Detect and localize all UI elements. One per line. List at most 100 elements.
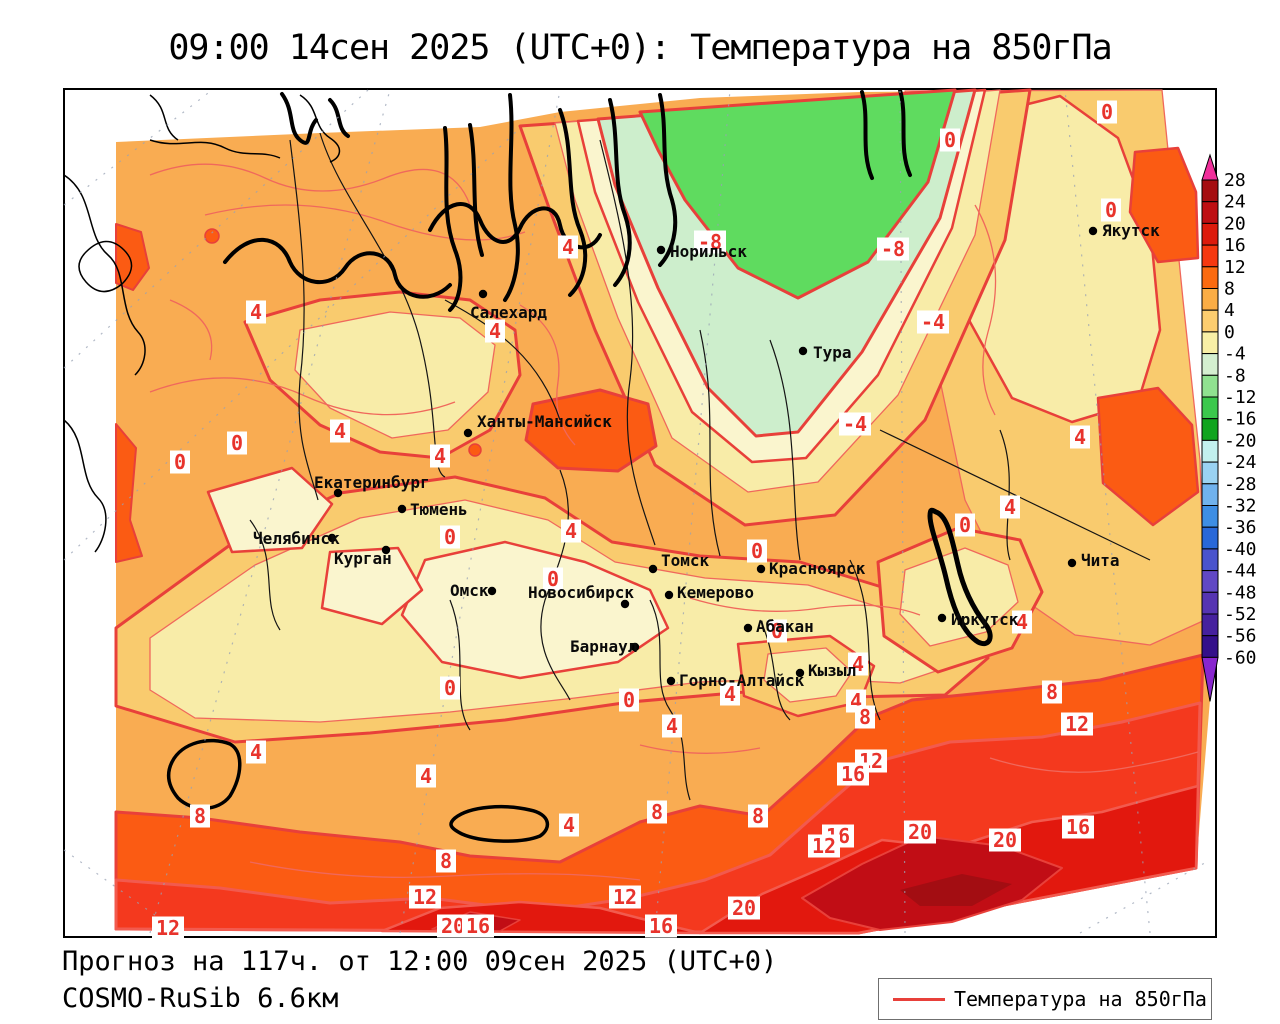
svg-text:-4: -4 (843, 412, 867, 436)
colorbar-tick-label: -16 (1224, 409, 1257, 430)
contour-label: 0 (170, 450, 190, 474)
colorbar-tick-label: 4 (1224, 300, 1235, 321)
colorbar-tick-label: -8 (1224, 365, 1246, 386)
city-marker-Тюмень (398, 505, 406, 513)
contour-label: 0 (1101, 198, 1121, 222)
contour-label: 0 (940, 128, 960, 152)
contour-label: -4 (917, 310, 949, 334)
colorbar-cell (1202, 592, 1218, 614)
svg-text:12: 12 (413, 885, 437, 909)
contour-label: 12 (409, 885, 441, 909)
colorbar-tick-label: -56 (1224, 626, 1257, 647)
svg-text:4: 4 (666, 714, 678, 738)
colorbar-tick-label: -12 (1224, 387, 1257, 408)
contour-label: 4 (330, 419, 350, 443)
city-label: Томск (661, 551, 710, 570)
city-label: Якутск (1102, 221, 1160, 240)
contour-label: 0 (227, 431, 247, 455)
colorbar-cell (1202, 180, 1218, 202)
colorbar-cell (1202, 440, 1218, 462)
colorbar-tick-label: -60 (1224, 647, 1257, 668)
city-label: Чита (1081, 551, 1120, 570)
city-label: Красноярск (769, 559, 866, 578)
city-marker-Томск (649, 565, 657, 573)
contour-label: 8 (855, 705, 875, 729)
city-label: Кемерово (677, 583, 754, 602)
contour-label: 20 (989, 828, 1021, 852)
contour-label: 12 (152, 916, 184, 940)
svg-text:4: 4 (1004, 495, 1016, 519)
svg-text:20: 20 (732, 896, 756, 920)
svg-text:12: 12 (1065, 712, 1089, 736)
svg-text:8: 8 (194, 804, 206, 828)
contour-label: 0 (619, 688, 639, 712)
colorbar-cell (1202, 245, 1218, 267)
svg-text:20: 20 (441, 914, 465, 938)
weather-map: 004-8-80-44-4444004040040040044448812121… (0, 0, 1280, 1024)
colorbar-tick-label: -48 (1224, 582, 1257, 603)
svg-text:0: 0 (944, 128, 956, 152)
svg-text:0: 0 (751, 539, 763, 563)
svg-text:-4: -4 (921, 310, 945, 334)
contour-label: 4 (561, 519, 581, 543)
city-marker-Омск (488, 587, 496, 595)
svg-text:0: 0 (1101, 100, 1113, 124)
svg-text:12: 12 (812, 834, 836, 858)
colorbar-cell (1202, 223, 1218, 245)
city-marker-Тура (799, 347, 807, 355)
svg-text:16: 16 (1066, 815, 1090, 839)
contour-label: 16 (837, 762, 869, 786)
svg-text:16: 16 (466, 914, 490, 938)
city-marker-Ханты-Мансийск (464, 429, 472, 437)
city-label: Салехард (470, 303, 547, 322)
contour-label: 16 (1062, 815, 1094, 839)
colorbar-cell (1202, 202, 1218, 224)
contour-label: 4 (246, 300, 266, 324)
colorbar-tick-label: -28 (1224, 474, 1257, 495)
contour-label: -8 (877, 237, 909, 261)
forecast-info: Прогноз на 117ч. от 12:00 09сен 2025 (UT… (62, 946, 777, 977)
contour-label: 0 (747, 539, 767, 563)
colorbar-tick-label: 12 (1224, 257, 1246, 278)
svg-text:8: 8 (651, 800, 663, 824)
contour-label: 4 (1000, 495, 1020, 519)
contour-label: 4 (485, 319, 505, 343)
colorbar-tick-label: 20 (1224, 213, 1246, 234)
colorbar-tick-label: -20 (1224, 430, 1257, 451)
colorbar-cell (1202, 549, 1218, 571)
colorbar-cell (1202, 484, 1218, 506)
contour-label: 12 (1061, 712, 1093, 736)
contour-label: 8 (748, 804, 768, 828)
colorbar-cell (1202, 527, 1218, 549)
svg-text:-8: -8 (881, 237, 905, 261)
city-marker-Салехард (479, 290, 487, 298)
svg-text:4: 4 (434, 444, 446, 468)
city-marker-Иркутск (938, 614, 946, 622)
contour-label: 0 (440, 676, 460, 700)
contour-label: 4 (430, 444, 450, 468)
svg-text:4: 4 (250, 740, 262, 764)
svg-text:0: 0 (444, 525, 456, 549)
city-label: Челябинск (253, 529, 340, 548)
colorbar-cell (1202, 354, 1218, 376)
colorbar-tick-label: 28 (1224, 170, 1246, 191)
city-label: Кызыл (808, 661, 856, 680)
city-label: Омск (450, 581, 489, 600)
contour-label: 8 (647, 800, 667, 824)
city-label: Горно-Алтайск (679, 671, 805, 690)
colorbar-cell (1202, 571, 1218, 593)
city-label: Новосибирск (528, 583, 634, 602)
colorbar-tick-label: 16 (1224, 235, 1246, 256)
svg-text:12: 12 (613, 885, 637, 909)
city-marker-Горно-Алтайск (667, 677, 675, 685)
svg-text:4: 4 (420, 764, 432, 788)
svg-text:4: 4 (562, 235, 574, 259)
city-label: Ханты-Мансийск (477, 412, 612, 431)
contour-label: 4 (1070, 425, 1090, 449)
contour-label: 20 (728, 896, 760, 920)
colorbar-tick-label: 8 (1224, 279, 1235, 300)
colorbar-cell (1202, 462, 1218, 484)
colorbar-tick-label: 24 (1224, 192, 1246, 213)
colorbar-tick-label: -32 (1224, 496, 1257, 517)
colorbar-cell (1202, 419, 1218, 441)
